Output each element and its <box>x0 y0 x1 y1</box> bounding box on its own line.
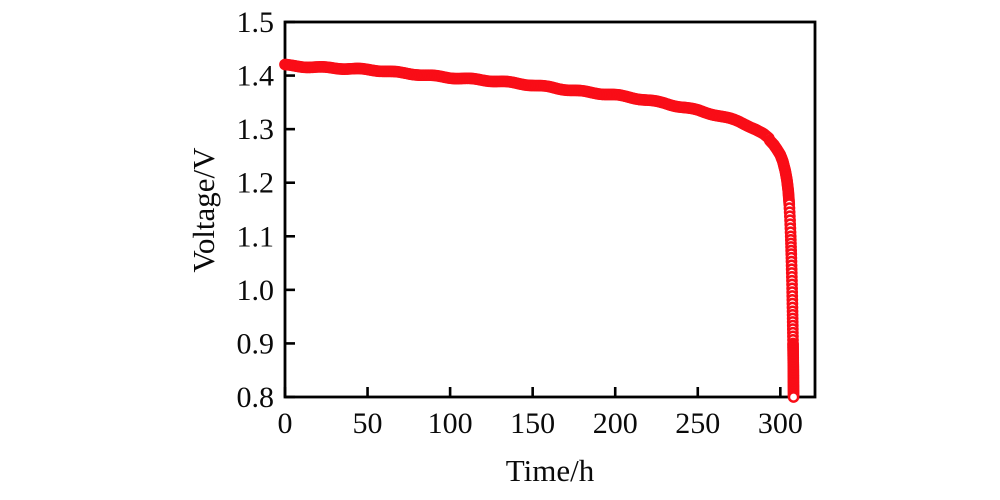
y-tick-label: 1.4 <box>237 60 275 93</box>
axis-tick-labels: 0 50 100 150 200 250 300 0.8 0.9 1.0 1.1 1.2 1.3 1.4 1… <box>237 6 803 440</box>
y-tick-label: 1.1 <box>237 220 275 253</box>
y-tick-label: 1.3 <box>237 113 275 146</box>
y-tick-label: 1.5 <box>237 6 275 39</box>
y-tick-label: 0.8 <box>237 381 275 414</box>
y-tick-label: 0.9 <box>237 327 275 360</box>
x-tick-label: 50 <box>353 407 383 440</box>
x-axis-title: Time/h <box>506 453 595 488</box>
x-tick-label: 150 <box>510 407 555 440</box>
y-tick-label: 1.2 <box>237 167 275 200</box>
x-tick-label: 0 <box>278 407 293 440</box>
axis-ticks <box>283 20 782 399</box>
data-series-discharge-curve <box>279 58 800 403</box>
x-tick-label: 100 <box>428 407 473 440</box>
data-point-marker <box>787 391 800 403</box>
x-tick-label: 300 <box>758 407 803 440</box>
plot-frame <box>283 20 817 399</box>
y-tick-label: 1.0 <box>237 274 275 307</box>
y-axis-title: Voltage/V <box>186 147 221 273</box>
x-tick-label: 200 <box>593 407 638 440</box>
x-tick-label: 250 <box>675 407 720 440</box>
